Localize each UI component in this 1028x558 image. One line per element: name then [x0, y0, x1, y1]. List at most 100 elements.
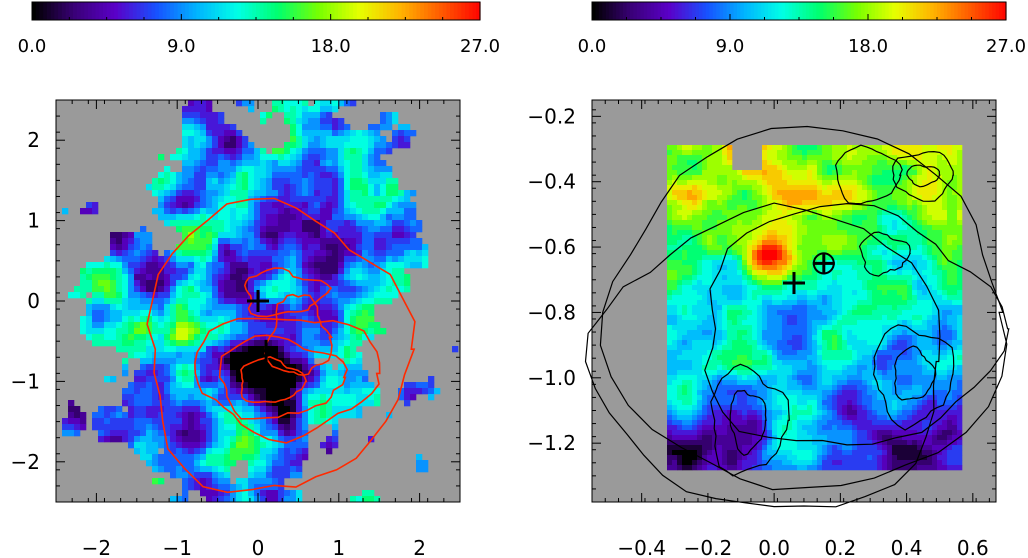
- heatmap-cell: [284, 244, 297, 251]
- heatmap-cell: [707, 350, 713, 356]
- heatmap-cell: [350, 322, 357, 329]
- heatmap-cell: [386, 202, 393, 209]
- heatmap-cell: [368, 190, 375, 197]
- heatmap-cell: [164, 406, 183, 413]
- heatmap-cell: [338, 286, 357, 293]
- heatmap-cell: [782, 145, 788, 151]
- heatmap-cell: [170, 448, 177, 455]
- heatmap-cell: [917, 335, 933, 341]
- heatmap-cell: [727, 305, 748, 311]
- heatmap-cell: [717, 175, 728, 181]
- contour-level: [704, 202, 1010, 446]
- heatmap-cell: [952, 420, 958, 426]
- heatmap-cell: [797, 440, 813, 446]
- heatmap-cell: [737, 170, 743, 176]
- heatmap-cell: [338, 190, 345, 197]
- heatmap-cell: [882, 230, 888, 236]
- heatmap-cell: [338, 352, 345, 359]
- heatmap-cell: [170, 262, 177, 269]
- heatmap-cell: [212, 148, 225, 155]
- heatmap-cell: [737, 260, 743, 266]
- heatmap-cell: [152, 394, 159, 401]
- heatmap-cell: [732, 180, 738, 186]
- colorbar-segment: [334, 2, 339, 20]
- heatmap-cell: [302, 256, 309, 263]
- heatmap-cell: [92, 424, 135, 431]
- colorbar-segment: [65, 2, 70, 20]
- heatmap-cell: [747, 190, 753, 196]
- heatmap-cell: [122, 238, 129, 245]
- heatmap-cell: [842, 290, 853, 296]
- colorbar-segment: [716, 2, 721, 20]
- colorbar-segment: [129, 2, 134, 20]
- heatmap-cell: [350, 136, 369, 143]
- heatmap-cell: [194, 214, 201, 221]
- heatmap-cell: [937, 305, 963, 311]
- heatmap-cell: [677, 390, 683, 396]
- heatmap-cell: [182, 118, 195, 125]
- heatmap-cell: [762, 210, 768, 216]
- heatmap-cell: [266, 178, 273, 185]
- heatmap-cell: [152, 184, 165, 191]
- heatmap-cell: [847, 375, 863, 381]
- colorbar-segment: [826, 2, 831, 20]
- heatmap-cell: [782, 160, 798, 166]
- heatmap-cell: [887, 455, 893, 461]
- heatmap-cell: [296, 400, 303, 407]
- heatmap-cell: [146, 184, 153, 191]
- heatmap-cell: [762, 295, 773, 301]
- colorbar-segment: [778, 2, 783, 20]
- heatmap-cell: [707, 180, 718, 186]
- heatmap-cell: [947, 150, 953, 156]
- heatmap-cell: [248, 244, 255, 251]
- heatmap-cell: [957, 280, 963, 286]
- heatmap-cell: [822, 180, 833, 186]
- heatmap-cell: [827, 250, 843, 256]
- heatmap-cell: [170, 394, 177, 401]
- heatmap-cell: [717, 355, 738, 361]
- colorbar-segment: [916, 2, 921, 20]
- heatmap-cell: [320, 106, 333, 113]
- colorbar-segment: [592, 2, 597, 20]
- heatmap-cell: [308, 232, 315, 239]
- heatmap-cell: [692, 460, 698, 466]
- heatmap-cell: [236, 202, 249, 209]
- colorbar-segment: [136, 2, 141, 20]
- heatmap-cell: [152, 208, 165, 215]
- heatmap-cell: [752, 360, 768, 366]
- heatmap-cell: [732, 225, 758, 231]
- heatmap-cell: [344, 328, 351, 335]
- heatmap-cell: [104, 328, 117, 335]
- heatmap-cell: [917, 165, 923, 171]
- heatmap-cell: [747, 275, 753, 281]
- heatmap-cell: [937, 280, 943, 286]
- heatmap-cell: [194, 394, 207, 401]
- heatmap-cell: [687, 330, 703, 336]
- heatmap-cell: [692, 305, 713, 311]
- heatmap-cell: [702, 220, 718, 226]
- heatmap-cell: [737, 455, 743, 461]
- heatmap-cell: [356, 262, 363, 269]
- heatmap-cell: [104, 316, 111, 323]
- heatmap-cell: [218, 136, 225, 143]
- heatmap-cell: [188, 328, 195, 335]
- heatmap-cell: [722, 360, 733, 366]
- heatmap-cell: [326, 436, 333, 443]
- heatmap-cell: [134, 394, 153, 401]
- heatmap-cell: [807, 155, 833, 161]
- heatmap-cell: [152, 352, 177, 359]
- heatmap-cell: [296, 334, 303, 341]
- heatmap-cell: [314, 334, 321, 341]
- heatmap-cell: [767, 195, 773, 201]
- heatmap-cell: [707, 190, 723, 196]
- heatmap-cell: [278, 478, 285, 485]
- heatmap-cell: [350, 202, 357, 209]
- heatmap-cell: [762, 340, 768, 346]
- colorbar-segment: [861, 2, 866, 20]
- heatmap-cell: [158, 454, 195, 461]
- colorbar-segment: [274, 2, 279, 20]
- heatmap-cell: [314, 376, 321, 383]
- heatmap-cell: [947, 420, 953, 426]
- heatmap-cell: [254, 184, 261, 191]
- heatmap-cell: [194, 316, 201, 323]
